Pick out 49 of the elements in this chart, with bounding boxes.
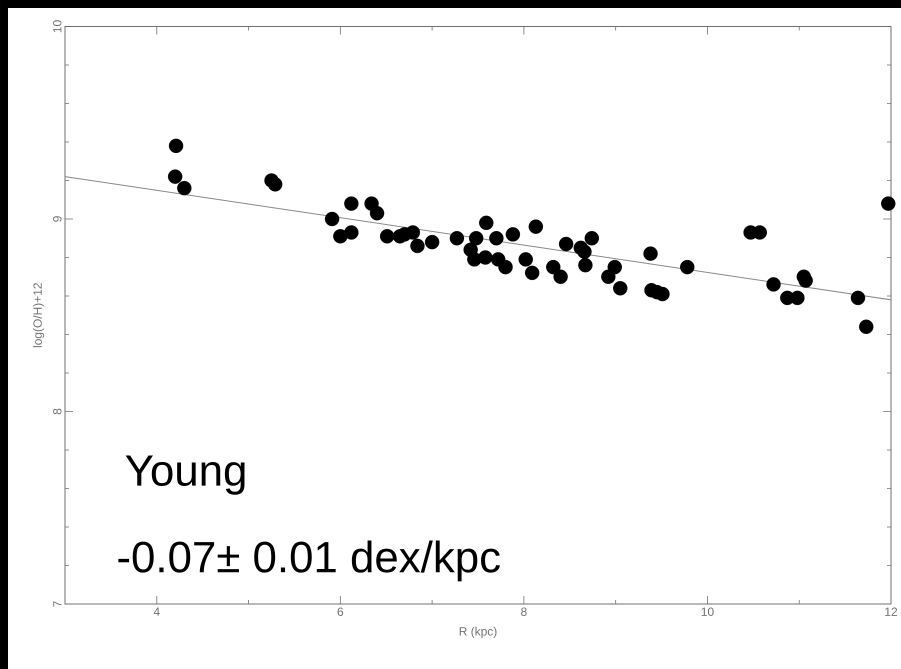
point	[344, 196, 359, 211]
point	[577, 244, 592, 259]
annotation: -0.07± 0.01 dex/kpc	[118, 540, 500, 582]
point	[168, 138, 184, 154]
point	[168, 169, 182, 184]
point	[578, 258, 593, 272]
point	[680, 260, 694, 274]
point	[498, 260, 513, 274]
x-tick-label: 10	[702, 608, 714, 616]
point	[344, 225, 359, 240]
point	[468, 231, 484, 246]
point	[528, 219, 544, 234]
point	[790, 290, 805, 306]
point	[518, 252, 533, 267]
y-tick-label: 9	[53, 216, 62, 222]
x-tick-label: 4	[154, 608, 160, 616]
point	[410, 238, 425, 254]
point	[406, 225, 420, 240]
point	[584, 231, 600, 246]
point	[424, 234, 440, 250]
y-tick-label: 8	[53, 408, 62, 414]
point	[850, 290, 866, 306]
point	[766, 277, 781, 292]
x-tick-label: 12	[885, 608, 898, 616]
x-axis-title: R (kpc)	[460, 626, 497, 638]
y-tick-label: 7	[53, 601, 62, 607]
y-tick-label: 10	[53, 20, 62, 32]
point	[643, 246, 658, 261]
point	[479, 216, 494, 230]
point	[546, 260, 560, 274]
point	[370, 206, 384, 220]
x-tick-label: 8	[521, 608, 527, 616]
point	[506, 227, 520, 242]
point	[558, 236, 574, 252]
point	[478, 250, 493, 265]
point	[524, 266, 540, 280]
point	[380, 229, 394, 244]
point	[613, 281, 628, 296]
point	[450, 231, 464, 246]
point	[859, 320, 874, 334]
point	[324, 212, 340, 226]
point	[268, 177, 282, 192]
point	[553, 270, 568, 284]
point	[177, 180, 192, 196]
annotation: Young	[126, 455, 245, 495]
y-axis-title: log(O/H)+12	[33, 283, 44, 348]
x-tick-label: 6	[338, 608, 344, 616]
point	[489, 231, 504, 246]
point	[608, 260, 622, 274]
